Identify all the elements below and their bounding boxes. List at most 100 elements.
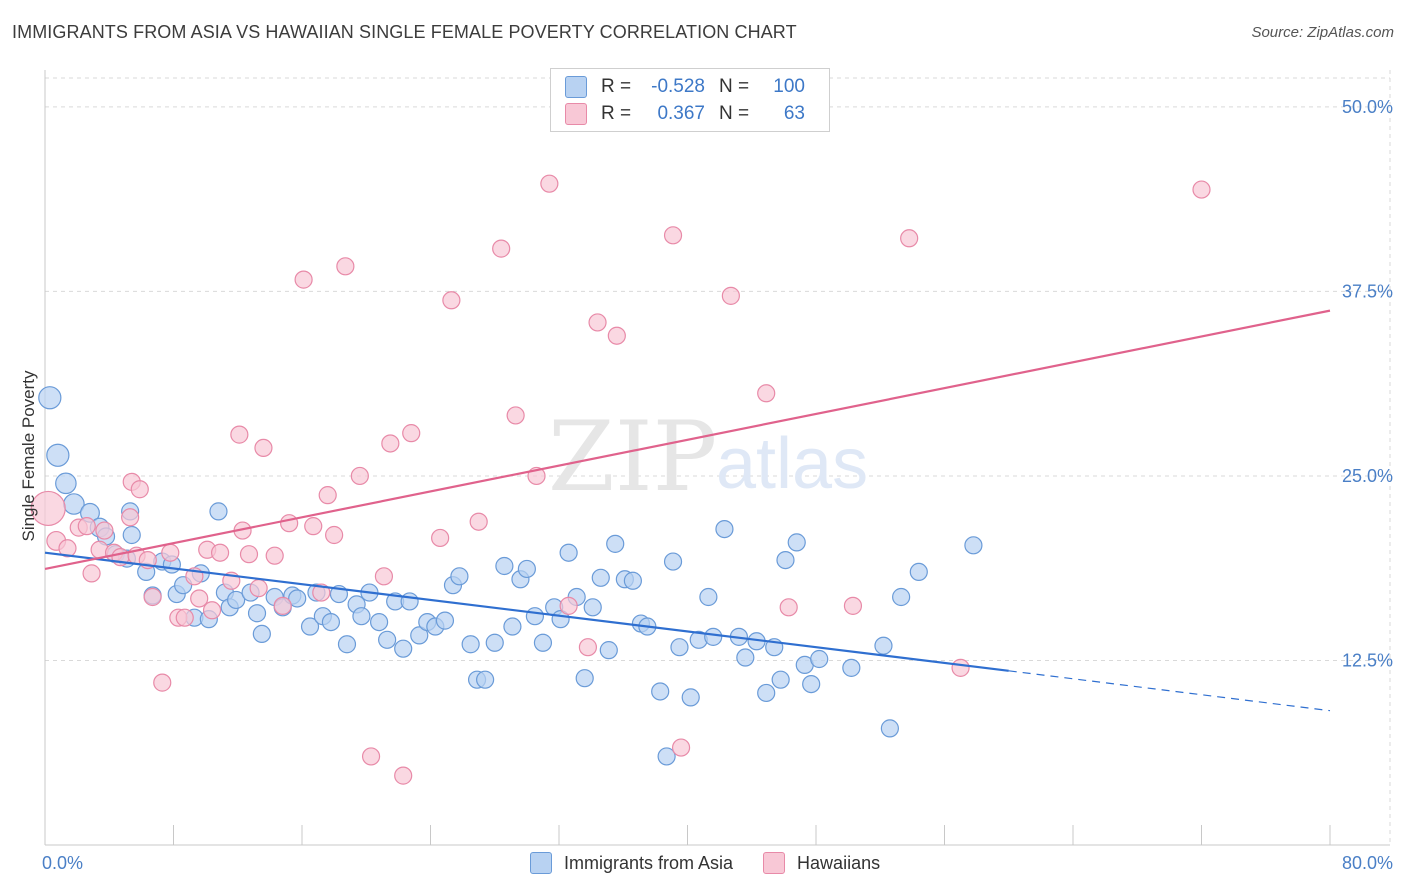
hawaiian-point xyxy=(374,567,394,586)
hawaiian-point xyxy=(265,546,284,565)
y-axis-title: Single Female Poverty xyxy=(19,370,38,542)
asia-point xyxy=(209,502,228,521)
gridlines xyxy=(45,70,1391,845)
asia-point xyxy=(623,571,642,590)
hawaiian-point xyxy=(249,579,268,598)
asia-point xyxy=(485,633,504,652)
asia-point xyxy=(450,567,469,586)
asia-point xyxy=(787,533,806,552)
hawaiian-point xyxy=(381,434,400,453)
series-label-hawaiians: Hawaiians xyxy=(797,852,881,873)
asia-point xyxy=(657,747,676,766)
asia-point xyxy=(300,617,320,636)
hawaiian-point xyxy=(161,543,180,562)
asia-trend-extension xyxy=(1008,670,1331,712)
series-legend: Immigrants from Asia Hawaiians xyxy=(530,852,910,874)
hawaiian-point xyxy=(671,738,691,757)
hawaiian-point xyxy=(336,257,355,276)
hawaiian-point xyxy=(143,587,162,607)
hawaiian-point xyxy=(30,490,66,527)
legend-swatch-hawaiians xyxy=(565,103,587,125)
hawaiian-point xyxy=(318,486,337,505)
hawaiian-point xyxy=(294,270,313,289)
asia-point xyxy=(352,607,371,626)
asia-point xyxy=(337,635,357,654)
correlation-legend: R = -0.528 N = 100 R = 0.367 N = 63 xyxy=(550,68,830,132)
hawaiian-point xyxy=(540,174,559,193)
asia-point xyxy=(525,607,545,626)
hawaiian-point xyxy=(82,564,101,583)
asia-point xyxy=(771,670,790,689)
legend-row-asia: R = -0.528 N = 100 xyxy=(565,75,805,99)
hawaiian-point xyxy=(202,601,222,620)
asia-point xyxy=(321,612,341,632)
asia-point xyxy=(802,674,821,694)
watermark-zip: ZIP xyxy=(548,401,717,513)
hawaiian-point xyxy=(273,596,292,615)
asia-point xyxy=(252,624,271,644)
hawaiian-point xyxy=(175,608,194,627)
legend-n-value: 63 xyxy=(783,103,805,124)
asia-point xyxy=(599,641,618,660)
asia-point xyxy=(46,443,70,467)
hawaiian-point xyxy=(210,543,230,562)
legend-r-label: R = xyxy=(601,76,632,97)
hawaiian-point xyxy=(492,239,511,258)
hawaiian-point xyxy=(350,466,369,486)
hawaiian-point xyxy=(190,589,209,608)
hawaiian-point xyxy=(900,229,919,248)
hawaiian-point xyxy=(469,512,488,531)
asia-point xyxy=(704,627,723,646)
hawaiian-point xyxy=(304,517,323,536)
hawaiian-point xyxy=(77,517,96,536)
legend-swatch-asia xyxy=(565,76,587,98)
asia-point xyxy=(394,639,413,658)
hawaiian-point xyxy=(58,539,77,558)
series-legend-asia: Immigrants from Asia xyxy=(530,852,733,874)
asia-point xyxy=(892,587,911,607)
series-swatch-asia xyxy=(530,852,552,874)
legend-r-label: R = xyxy=(601,103,632,124)
chart-title: IMMIGRANTS FROM ASIA VS HAWAIIAN SINGLE … xyxy=(12,22,797,42)
hawaiian-point xyxy=(588,313,607,332)
asia-point xyxy=(663,552,683,571)
y-tick-label: 12.5% xyxy=(1342,650,1393,670)
data-points xyxy=(30,174,1211,785)
x-tick-label: 0.0% xyxy=(42,853,83,873)
asia-point xyxy=(247,604,267,623)
asia-point xyxy=(810,649,829,669)
asia-point xyxy=(736,648,755,667)
hawaiian-point xyxy=(239,545,259,564)
source-label: Source: ZipAtlas.com xyxy=(1251,24,1394,41)
legend-n-value: 100 xyxy=(773,76,805,97)
series-legend-hawaiians: Hawaiians xyxy=(763,852,880,874)
asia-point xyxy=(410,626,429,645)
asia-point xyxy=(776,550,795,570)
asia-point xyxy=(227,590,246,610)
hawaiian-point xyxy=(394,766,413,785)
hawaiian-trend-line xyxy=(44,309,1331,571)
hawaiian-point xyxy=(230,425,249,444)
hawaiian-point xyxy=(607,326,626,345)
legend-r-value: -0.528 xyxy=(651,76,705,97)
hawaiian-point xyxy=(843,596,863,615)
hawaiian-point xyxy=(153,673,172,692)
axes xyxy=(44,70,1390,846)
hawaiian-point xyxy=(559,596,578,615)
hawaiian-point xyxy=(506,406,525,425)
asia-point xyxy=(517,559,536,579)
asia-point xyxy=(880,719,899,738)
trend-lines xyxy=(44,309,1331,712)
asia-point xyxy=(874,636,893,655)
asia-point xyxy=(122,525,141,545)
hawaiian-point xyxy=(663,226,683,245)
hawaiian-point xyxy=(721,286,740,305)
hawaiian-point xyxy=(779,598,798,617)
asia-point xyxy=(964,536,983,555)
hawaiian-point xyxy=(442,291,461,310)
asia-point xyxy=(400,592,419,611)
legend-row-hawaiians: R = 0.367 N = 63 xyxy=(565,102,805,126)
asia-point xyxy=(575,669,594,688)
x-tick-label: 80.0% xyxy=(1342,853,1393,873)
asia-point xyxy=(909,562,928,582)
